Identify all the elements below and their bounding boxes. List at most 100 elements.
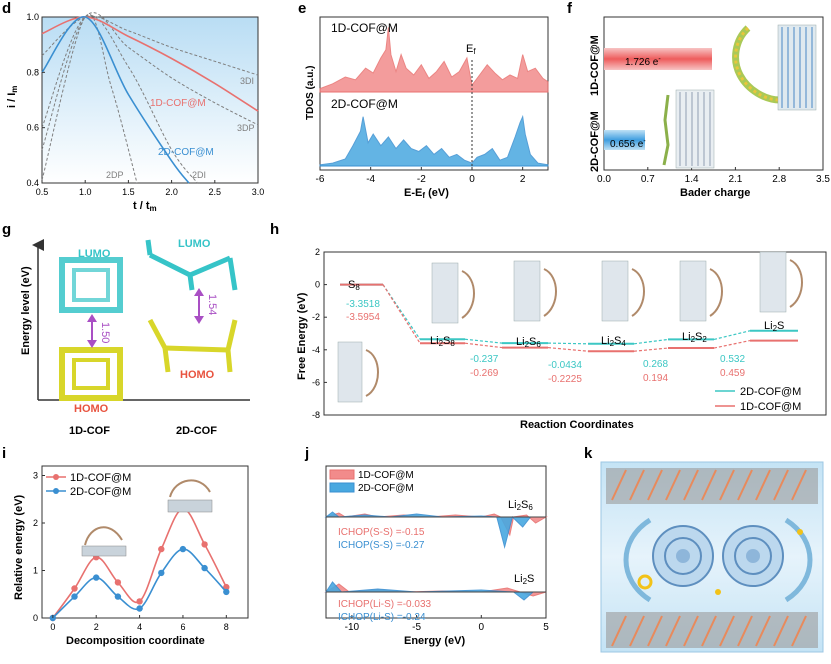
line-d-3dp bbox=[41, 12, 259, 150]
xlabel-h: Reaction Coordinates bbox=[520, 419, 634, 431]
series-group-j bbox=[324, 511, 548, 601]
structure-i-low bbox=[81, 526, 127, 557]
xtick-label-d-3: 2.0 bbox=[165, 187, 178, 197]
legend-swatch-2d-j bbox=[329, 482, 355, 493]
annotation-1d-cof: 1D-COF@M bbox=[150, 98, 206, 109]
area-j-li2s6-2d bbox=[324, 511, 546, 549]
connector-h-2d-3 bbox=[633, 338, 669, 345]
connector-h-2d-1 bbox=[464, 338, 503, 344]
homo-structure-1d bbox=[59, 347, 123, 401]
annotation-2dp: 2DP bbox=[106, 170, 124, 180]
step-label-2d-0: -3.3518 bbox=[346, 299, 380, 310]
structure-i-high bbox=[167, 479, 213, 513]
xlabel-f: Bader charge bbox=[680, 187, 750, 199]
connector-h-1d-4 bbox=[713, 339, 751, 349]
xtick-label-d-4: 2.5 bbox=[209, 187, 222, 197]
legend-label-2d-j: 2D-COF@M bbox=[358, 483, 414, 494]
panel-label-d: d bbox=[2, 0, 11, 17]
panel-label-i: i bbox=[2, 445, 6, 462]
line-d-2di bbox=[41, 14, 198, 184]
xtick-label-i-4: 8 bbox=[224, 622, 229, 632]
flow-arrow-right bbox=[784, 517, 813, 603]
step-label-1d-2: -0.2225 bbox=[548, 374, 582, 385]
xtick-label-i-2: 4 bbox=[137, 622, 142, 632]
xtick-label-e-0: -6 bbox=[316, 174, 325, 185]
bars-f bbox=[604, 48, 712, 150]
mol-h-4 bbox=[789, 259, 803, 308]
bar-label-1d: 1.726 e- bbox=[625, 56, 661, 68]
series-label-e-2d: 2D-COF@M bbox=[331, 97, 398, 111]
xlabel-i: Decomposition coordinate bbox=[66, 635, 205, 647]
point-i-1d-1 bbox=[71, 585, 78, 592]
legend-swatch-1d-j bbox=[329, 469, 355, 480]
panel-label-g: g bbox=[2, 221, 11, 238]
xtick-label-f-3: 2.1 bbox=[728, 174, 742, 185]
panel-label-j: j bbox=[304, 445, 309, 462]
lumo-structure-2d bbox=[145, 239, 238, 291]
legend-label-2d-h: 2D-COF@M bbox=[740, 386, 801, 398]
axes-d: 0.5 1.0 1.5 2.0 2.5 3.0 0.4 0.6 0.8 1.0 bbox=[26, 12, 264, 197]
plot-area-j bbox=[325, 465, 547, 619]
polysulfide-ring bbox=[637, 574, 653, 590]
point-i-2d-3 bbox=[114, 593, 122, 600]
bottom-cof-layer bbox=[606, 612, 818, 648]
step-label-2d-2: -0.0434 bbox=[548, 360, 582, 371]
annotation-2d-cof: 2D-COF@M bbox=[158, 147, 214, 158]
xtick-label-j-1: -5 bbox=[412, 622, 421, 633]
state-label-li2s2: Li2S2 bbox=[682, 331, 707, 344]
structures-h bbox=[337, 251, 803, 403]
ytick-label-d-2: 0.8 bbox=[26, 67, 39, 77]
annotation-3di: 3DI bbox=[240, 76, 254, 86]
category-label-g-2d: 2D-COF bbox=[176, 425, 217, 437]
panel-d: d 0.5 1.0 1.5 2.0 2.5 3.0 0.4 0.6 0.8 1.0 3DI 3DP… bbox=[2, 0, 264, 213]
xtick-label-f-1: 0.7 bbox=[641, 174, 655, 185]
xtick-label-d-1: 1.0 bbox=[79, 187, 92, 197]
structure-1d-cof-m bbox=[732, 24, 817, 111]
panel-label-f: f bbox=[567, 0, 573, 17]
mol-h-2 bbox=[631, 268, 645, 317]
state-label-li2s: Li2S bbox=[764, 320, 784, 333]
legend-marker-2d-i bbox=[53, 488, 59, 494]
ytick-label-i-1: 1 bbox=[33, 566, 38, 576]
xtick-label-f-4: 2.8 bbox=[772, 174, 786, 185]
gap-arrowhead-down-1d bbox=[87, 340, 97, 348]
series-group-d bbox=[41, 12, 259, 184]
panel-label-h: h bbox=[270, 221, 279, 238]
flow-arrow-left bbox=[623, 517, 652, 603]
gap-value-1d: 1.50 bbox=[99, 322, 111, 343]
ylabel-g: Energy level (eV) bbox=[20, 266, 32, 355]
ichop-label-ss-1d: ICHOP(S-S) =-0.15 bbox=[338, 527, 425, 538]
annotation-3dp: 3DP bbox=[237, 123, 255, 133]
axes-e: -6 -4 -2 0 2 bbox=[316, 167, 526, 185]
fermi-label: Ef bbox=[466, 43, 476, 56]
category-label-1d: 1D-COF@M bbox=[589, 35, 601, 96]
structure-2d-cof-m bbox=[662, 89, 715, 169]
step-label-2d-1: -0.237 bbox=[470, 354, 499, 365]
mol-h-3 bbox=[709, 268, 723, 317]
panel-j: j -10 -5 0 5 1D-COF@M 2D-COF@M Li2S6 Li2S I… bbox=[304, 445, 549, 647]
xtick-label-j-3: 5 bbox=[543, 622, 549, 633]
xtick-label-f-0: 0.0 bbox=[597, 174, 611, 185]
gap-arrowhead-up-2d bbox=[194, 288, 204, 296]
xtick-label-j-2: 0 bbox=[479, 622, 485, 633]
connector-h-1d-1 bbox=[464, 342, 503, 349]
bar-label-2d: 0.656 e- bbox=[610, 138, 646, 150]
bar-f-1 bbox=[604, 130, 645, 150]
point-i-2d-8 bbox=[223, 588, 230, 596]
xtick-label-e-2: -2 bbox=[417, 174, 426, 185]
step-label-1d-4: 0.459 bbox=[720, 368, 745, 379]
connector-h-2d-2 bbox=[547, 342, 589, 345]
annotation-2di: 2DI bbox=[192, 170, 206, 180]
step-label-1d-3: 0.194 bbox=[643, 373, 668, 384]
legend-label-1d-j: 1D-COF@M bbox=[358, 470, 414, 481]
xtick-label-d-5: 3.0 bbox=[252, 187, 265, 197]
legend-label-2d-i: 2D-COF@M bbox=[70, 486, 131, 498]
xtick-label-j-0: -10 bbox=[345, 622, 360, 633]
bar-f-0 bbox=[604, 48, 712, 70]
panel-e: e Ef 1D-COF@M 2D-COF@M -6 -4 -2 0 2 TDOS (a.… bbox=[298, 0, 549, 200]
molecular-rings bbox=[652, 525, 784, 587]
homo-structure-2d bbox=[147, 318, 238, 373]
connector-h-1d-3 bbox=[633, 347, 669, 352]
gap-arrowhead-down-2d bbox=[194, 316, 204, 324]
